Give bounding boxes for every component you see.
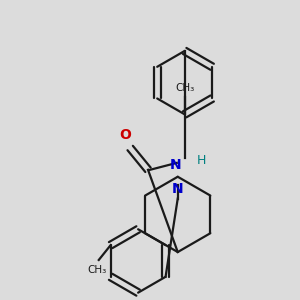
Text: O: O [119, 128, 131, 142]
Text: N: N [170, 158, 182, 172]
Text: CH₃: CH₃ [175, 82, 194, 92]
Text: H: H [196, 154, 206, 167]
Text: N: N [172, 182, 184, 196]
Text: CH₃: CH₃ [87, 265, 106, 275]
